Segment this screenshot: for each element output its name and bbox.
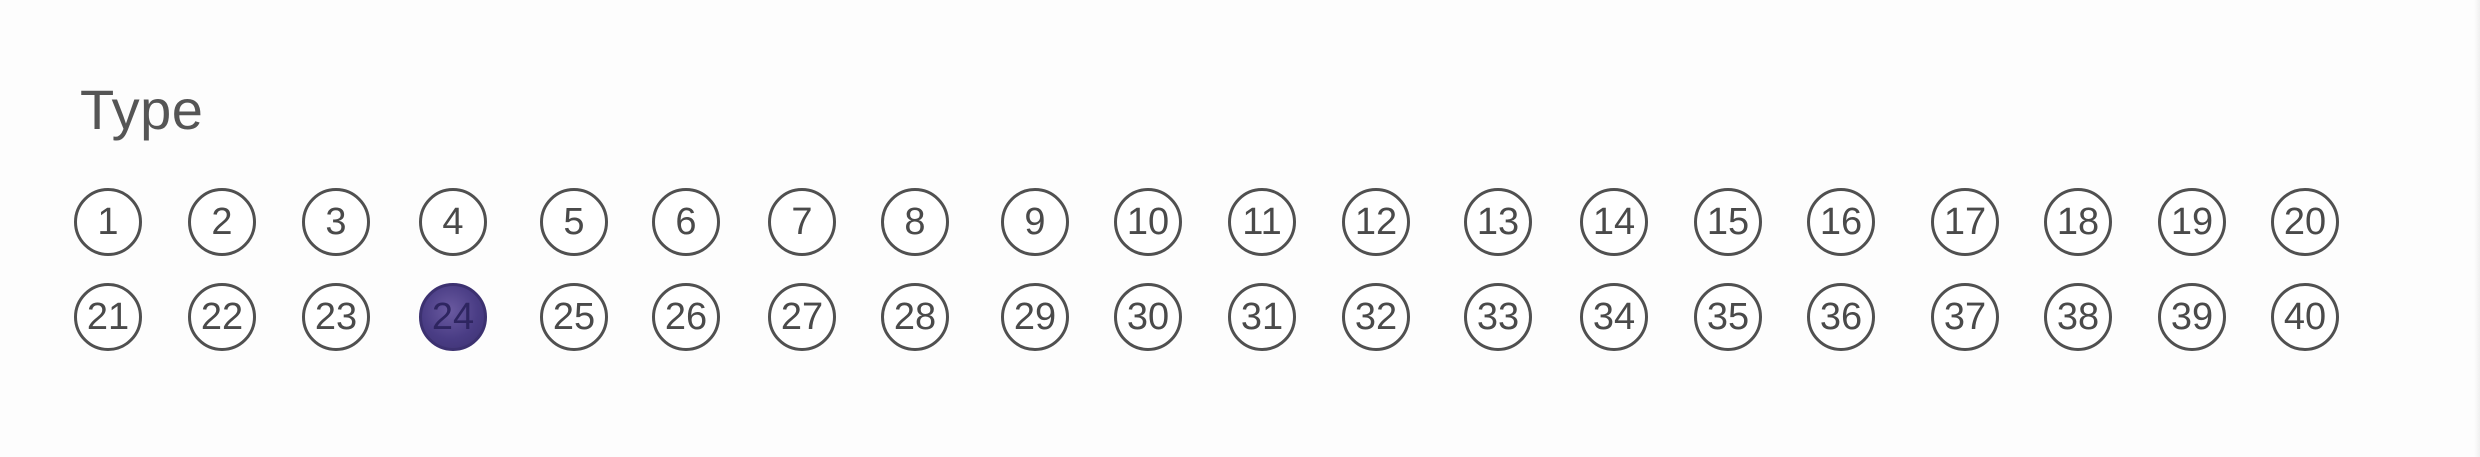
option-bubble-40[interactable]: 40	[2271, 283, 2339, 351]
section-title: Type	[80, 78, 204, 141]
option-bubble-37[interactable]: 37	[1931, 283, 1999, 351]
option-bubble-4[interactable]: 4	[419, 188, 487, 256]
option-bubble-15[interactable]: 15	[1694, 188, 1762, 256]
option-bubble-24[interactable]: 24	[419, 283, 487, 351]
option-bubble-3[interactable]: 3	[302, 188, 370, 256]
option-bubble-35[interactable]: 35	[1694, 283, 1762, 351]
option-bubble-12[interactable]: 12	[1342, 188, 1410, 256]
option-bubble-14[interactable]: 14	[1580, 188, 1648, 256]
option-bubble-39[interactable]: 39	[2158, 283, 2226, 351]
option-bubble-28[interactable]: 28	[881, 283, 949, 351]
option-bubble-32[interactable]: 32	[1342, 283, 1410, 351]
option-bubble-5[interactable]: 5	[540, 188, 608, 256]
option-bubble-19[interactable]: 19	[2158, 188, 2226, 256]
option-bubble-29[interactable]: 29	[1001, 283, 1069, 351]
option-bubble-10[interactable]: 10	[1114, 188, 1182, 256]
option-bubble-26[interactable]: 26	[652, 283, 720, 351]
option-bubble-22[interactable]: 22	[188, 283, 256, 351]
option-bubble-13[interactable]: 13	[1464, 188, 1532, 256]
option-bubble-21[interactable]: 21	[74, 283, 142, 351]
option-bubble-25[interactable]: 25	[540, 283, 608, 351]
option-bubble-7[interactable]: 7	[768, 188, 836, 256]
option-bubble-16[interactable]: 16	[1807, 188, 1875, 256]
option-bubble-11[interactable]: 11	[1228, 188, 1296, 256]
option-bubble-34[interactable]: 34	[1580, 283, 1648, 351]
scan-edge	[2474, 0, 2480, 457]
option-bubble-8[interactable]: 8	[881, 188, 949, 256]
option-bubble-2[interactable]: 2	[188, 188, 256, 256]
option-bubble-38[interactable]: 38	[2044, 283, 2112, 351]
option-bubble-1[interactable]: 1	[74, 188, 142, 256]
option-bubble-17[interactable]: 17	[1931, 188, 1999, 256]
option-bubble-27[interactable]: 27	[768, 283, 836, 351]
option-bubble-20[interactable]: 20	[2271, 188, 2339, 256]
option-bubble-6[interactable]: 6	[652, 188, 720, 256]
option-bubble-23[interactable]: 23	[302, 283, 370, 351]
option-bubble-33[interactable]: 33	[1464, 283, 1532, 351]
option-bubble-18[interactable]: 18	[2044, 188, 2112, 256]
option-bubble-30[interactable]: 30	[1114, 283, 1182, 351]
option-bubble-31[interactable]: 31	[1228, 283, 1296, 351]
option-bubble-36[interactable]: 36	[1807, 283, 1875, 351]
option-bubble-9[interactable]: 9	[1001, 188, 1069, 256]
